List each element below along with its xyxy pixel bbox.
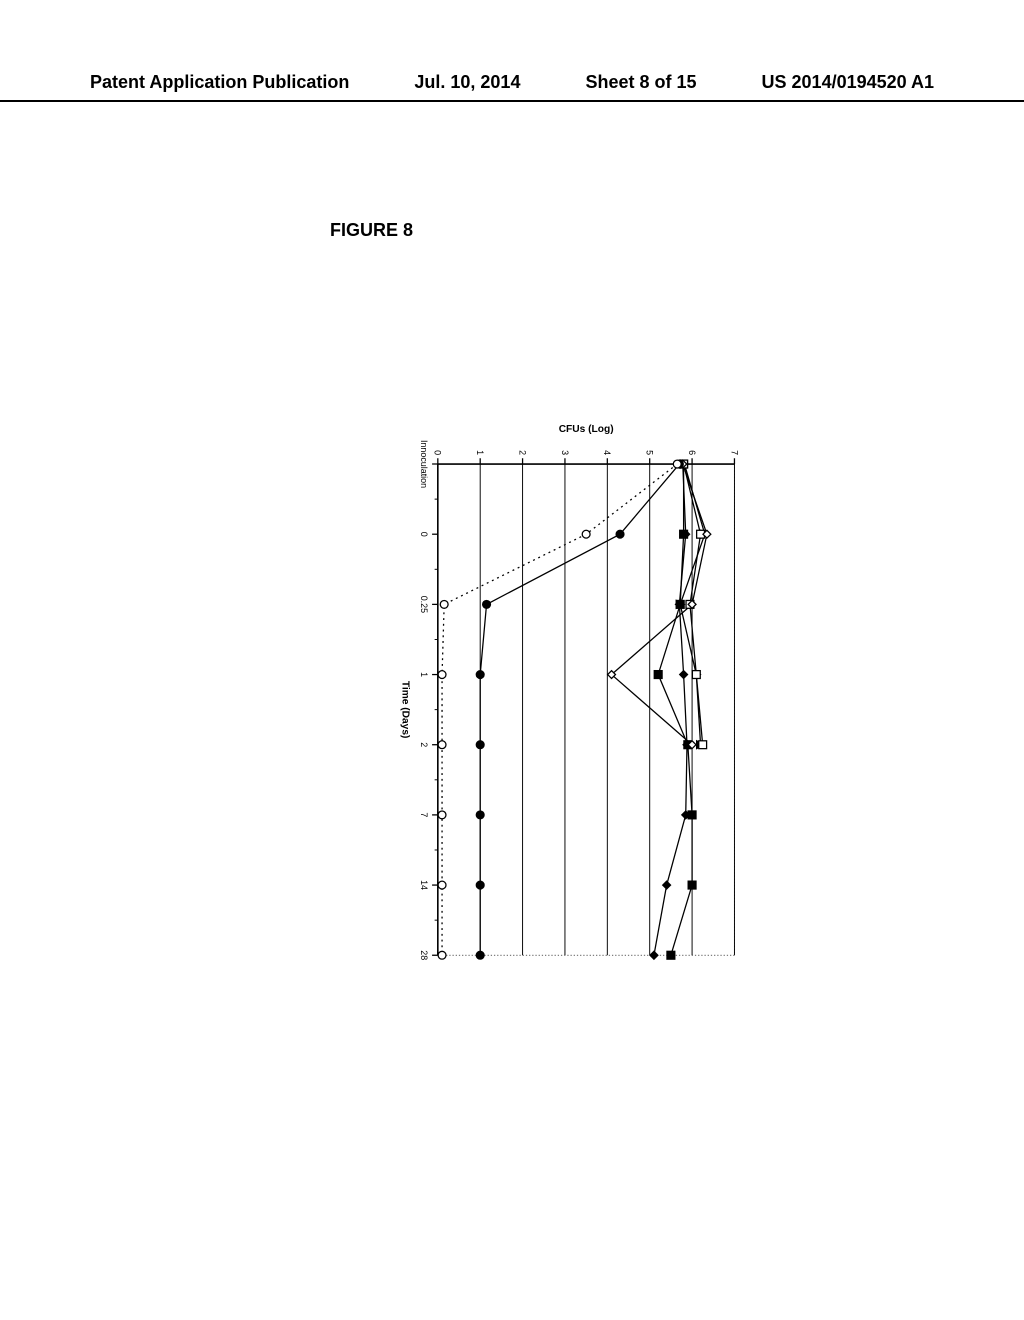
svg-text:2: 2 <box>517 450 527 455</box>
svg-text:Time (Days): Time (Days) <box>400 681 411 739</box>
svg-text:5: 5 <box>645 450 655 455</box>
chart-container: Innoculation 0 0.25 1 2 7 14 28 0 1 2 3 4 5 6 7 Time (Da… <box>132 413 1002 968</box>
header-mid: Jul. 10, 2014 <box>414 72 520 93</box>
svg-text:28: 28 <box>419 950 429 960</box>
header-sheet: Sheet 8 of 15 <box>585 72 696 93</box>
svg-text:3: 3 <box>560 450 570 455</box>
svg-text:0: 0 <box>419 532 429 537</box>
figure-label: FIGURE 8 <box>330 220 413 241</box>
svg-text:1: 1 <box>419 672 429 677</box>
svg-text:2: 2 <box>419 742 429 747</box>
svg-text:14: 14 <box>419 880 429 890</box>
svg-text:Innoculation: Innoculation <box>419 440 429 488</box>
svg-text:1: 1 <box>475 450 485 455</box>
svg-text:7: 7 <box>419 812 429 817</box>
svg-text:0.25: 0.25 <box>419 596 429 613</box>
svg-text:CFUs (Log): CFUs (Log) <box>559 424 614 435</box>
svg-text:6: 6 <box>687 450 697 455</box>
line-chart: Innoculation 0 0.25 1 2 7 14 28 0 1 2 3 4 5 6 7 Time (Da… <box>132 413 1002 968</box>
svg-text:4: 4 <box>602 450 612 455</box>
header-left: Patent Application Publication <box>90 72 349 93</box>
header-right: US 2014/0194520 A1 <box>762 72 934 93</box>
svg-text:0: 0 <box>433 450 443 455</box>
svg-text:7: 7 <box>729 450 739 455</box>
